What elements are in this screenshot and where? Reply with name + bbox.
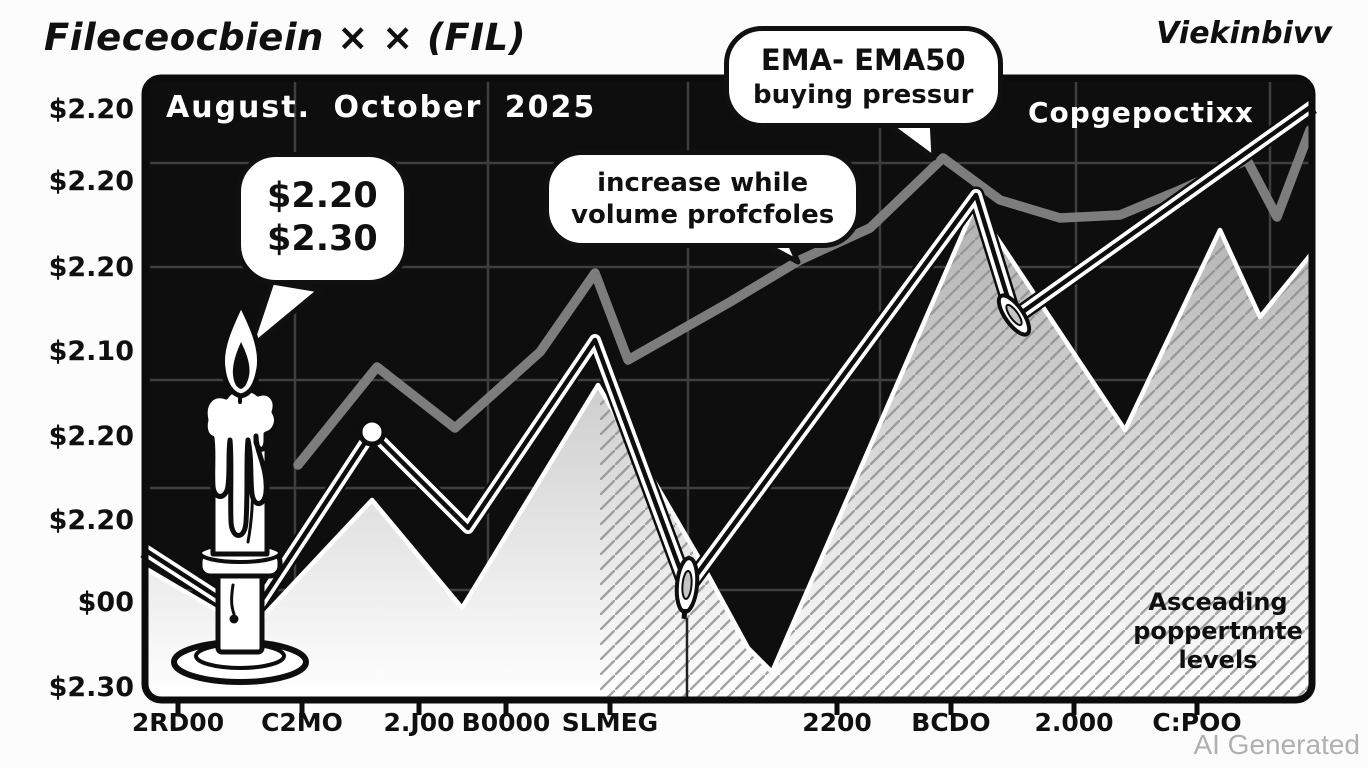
volume-note-line1: increase while <box>597 168 809 198</box>
x-axis-label: 2.000 <box>1034 708 1114 737</box>
x-axis-label: 2RD00 <box>131 708 225 737</box>
y-axis-label: $2.20 <box>48 252 134 283</box>
plot-corner-label: Copgepoctixx <box>1028 96 1254 129</box>
x-axis-label: C2MO <box>261 708 343 737</box>
y-axis-label: $00 <box>77 587 134 618</box>
annotation-line1: Asceading <box>1148 588 1288 616</box>
y-axis-label: $2.20 <box>48 166 134 197</box>
x-axis-label: C:POO <box>1152 708 1242 737</box>
annotation-line2: poppertnnte <box>1133 616 1303 645</box>
x-axis-label: SLMEG <box>561 708 659 737</box>
support-levels-annotation: Asceading poppertnnte levels <box>1118 588 1318 674</box>
candle-illustration <box>171 301 309 685</box>
page-title: Fileceocbiein × × (FIL) <box>44 16 526 59</box>
x-axis-label: BCDO <box>911 708 991 737</box>
x-axis-label: 2.J00 <box>383 708 455 737</box>
y-axis-label: $2.20 <box>48 94 134 125</box>
x-axis-ticks <box>175 701 1200 715</box>
annotation-line3: levels <box>1178 645 1258 674</box>
price-target-line1: $2.20 <box>267 176 378 216</box>
brand-watermark: Viekinbivv <box>1156 16 1332 51</box>
ema-note-bubble: EMA- EMA50 buying pressur <box>724 26 1003 129</box>
needle-eye-marker <box>674 556 700 620</box>
mountain-ridge-outline <box>143 202 1314 675</box>
y-axis-label: $2.20 <box>48 421 134 452</box>
y-axis-label: $2.20 <box>48 505 134 536</box>
volume-note-line2: volume profcfoles <box>571 200 835 231</box>
volume-note-bubble: increase while volume profcfoles <box>544 150 862 249</box>
price-target-line2: $2.30 <box>267 219 378 260</box>
price-line <box>140 99 1317 627</box>
needle-eye-marker <box>996 293 1032 337</box>
ai-generated-watermark: AI Generated <box>1193 729 1360 760</box>
plot-subtitle: August. October 2025 <box>166 90 597 125</box>
ema-note-line1: EMA- EMA50 <box>760 43 966 77</box>
price-target-bubble: $2.20 $2.30 <box>236 152 409 285</box>
ema-note-line2: buying pressur <box>753 79 974 110</box>
price-bubble-tail <box>247 279 323 351</box>
x-axis-label: B0000 <box>461 708 551 737</box>
y-axis-label: $2.10 <box>48 336 134 367</box>
x-axis-label: 2200 <box>802 708 872 737</box>
y-axis-label: $2.30 <box>48 672 134 703</box>
knot-circle-marker <box>357 417 387 447</box>
